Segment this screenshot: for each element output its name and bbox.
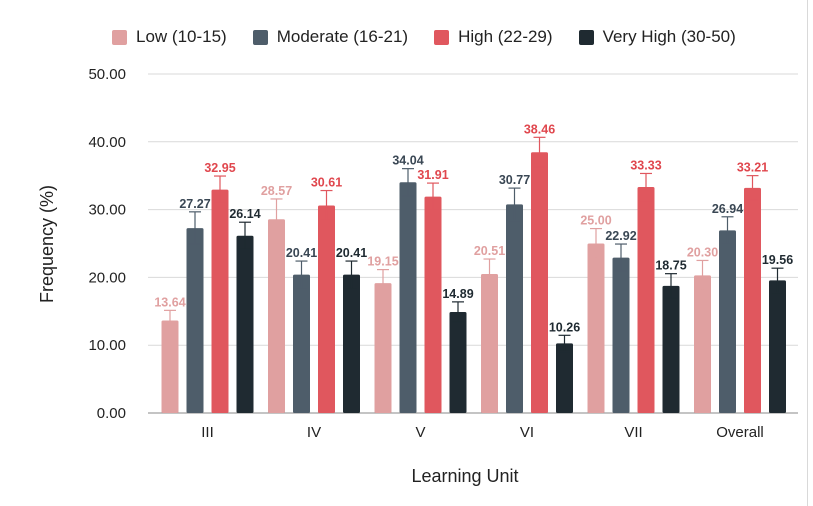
y-axis-title: Frequency (%) bbox=[37, 185, 57, 303]
data-label: 13.64 bbox=[154, 295, 185, 309]
x-tick-label: III bbox=[201, 424, 214, 441]
bar bbox=[293, 274, 310, 413]
grid-layer bbox=[148, 73, 798, 414]
data-label: 19.56 bbox=[762, 253, 793, 267]
y-tick-label: 40.00 bbox=[88, 134, 126, 151]
bar bbox=[399, 182, 417, 413]
data-label: 20.51 bbox=[474, 244, 505, 258]
bar bbox=[481, 273, 498, 413]
bar bbox=[318, 205, 335, 413]
data-label: 30.61 bbox=[311, 176, 342, 190]
y-tick-label: 0.00 bbox=[97, 405, 126, 422]
data-label: 38.46 bbox=[524, 122, 555, 136]
legend-swatch-low bbox=[112, 29, 127, 45]
x-tick-label: IV bbox=[307, 424, 321, 441]
legend-label-low: Low (10-15) bbox=[136, 27, 227, 46]
bar bbox=[637, 187, 655, 413]
bars-layer bbox=[161, 136, 786, 413]
bar bbox=[186, 228, 204, 413]
bar bbox=[769, 280, 786, 413]
bar bbox=[719, 230, 736, 413]
bar bbox=[587, 243, 605, 413]
bar bbox=[694, 275, 711, 413]
y-tick-label: 20.00 bbox=[88, 269, 126, 286]
bar bbox=[612, 257, 630, 413]
bar bbox=[744, 187, 761, 413]
data-label: 26.14 bbox=[229, 207, 260, 221]
legend-label-moderate: Moderate (16-21) bbox=[276, 27, 409, 46]
bar bbox=[236, 235, 254, 413]
y-tick-label: 30.00 bbox=[88, 202, 126, 219]
legend-label-very-high: Very High (30-50) bbox=[602, 27, 736, 46]
data-label: 20.30 bbox=[687, 245, 718, 259]
legend-swatch-very-high bbox=[578, 29, 594, 45]
data-label: 26.94 bbox=[712, 202, 743, 216]
data-label: 33.33 bbox=[630, 158, 661, 172]
bar bbox=[531, 152, 548, 413]
data-label: 20.41 bbox=[286, 246, 317, 260]
data-label: 33.21 bbox=[737, 161, 768, 175]
bar bbox=[556, 343, 573, 413]
data-label: 27.27 bbox=[179, 197, 210, 211]
data-label: 10.26 bbox=[549, 320, 580, 334]
data-label: 19.15 bbox=[367, 255, 398, 269]
legend-item-very-high: Very High (30-50) bbox=[578, 27, 736, 47]
legend-label-high: High (22-29) bbox=[458, 27, 553, 46]
bar bbox=[161, 320, 179, 413]
data-label: 31.91 bbox=[417, 168, 448, 182]
data-label: 30.77 bbox=[499, 173, 530, 187]
x-tick-label: VI bbox=[520, 424, 534, 441]
data-label: 14.89 bbox=[442, 287, 473, 301]
bar bbox=[343, 274, 360, 413]
bar bbox=[211, 189, 229, 413]
bar bbox=[449, 312, 467, 413]
bar bbox=[424, 196, 442, 413]
bar bbox=[268, 219, 285, 413]
data-label: 18.75 bbox=[655, 259, 686, 273]
bar bbox=[662, 285, 680, 413]
data-label: 20.41 bbox=[336, 246, 367, 260]
legend: Low (10-15) Moderate (16-21) High (22-29… bbox=[112, 27, 762, 47]
legend-item-moderate: Moderate (16-21) bbox=[252, 27, 409, 47]
x-tick-label: VII bbox=[624, 424, 642, 441]
bar bbox=[506, 204, 523, 413]
frame-border bbox=[807, 0, 808, 506]
axis-layer: 0.00 10.00 20.00 30.00 40.00 50.00 III IV V VI VII… bbox=[37, 66, 764, 486]
data-label: 25.00 bbox=[580, 214, 611, 228]
y-tick-label: 50.00 bbox=[88, 66, 126, 83]
bar bbox=[374, 283, 392, 413]
x-tick-label: Overall bbox=[716, 424, 764, 441]
data-label: 22.92 bbox=[605, 229, 636, 243]
legend-item-low: Low (10-15) bbox=[112, 27, 227, 47]
data-label: 34.04 bbox=[392, 154, 423, 168]
x-axis-title: Learning Unit bbox=[411, 466, 518, 486]
data-label: 32.95 bbox=[204, 161, 235, 175]
x-tick-label: V bbox=[415, 424, 425, 441]
legend-swatch-high bbox=[434, 29, 450, 45]
legend-item-high: High (22-29) bbox=[434, 27, 553, 47]
legend-swatch-moderate bbox=[252, 29, 268, 45]
y-tick-label: 10.00 bbox=[88, 337, 126, 354]
data-label: 28.57 bbox=[261, 184, 292, 198]
